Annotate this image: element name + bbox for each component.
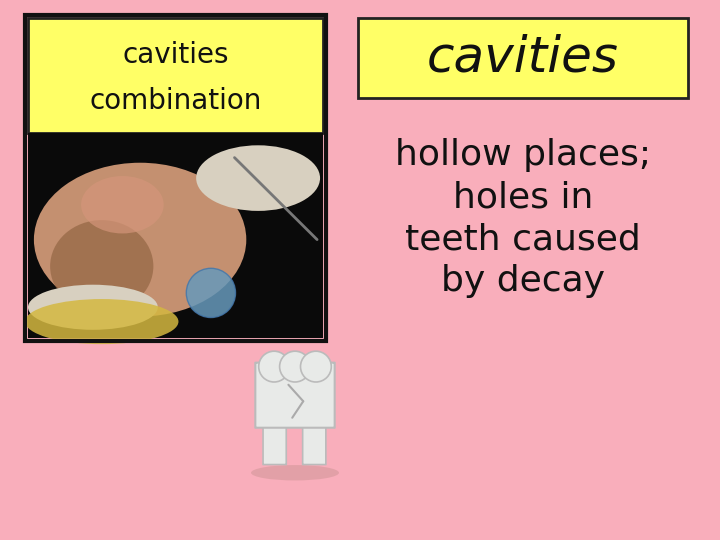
Ellipse shape: [196, 145, 320, 211]
Ellipse shape: [50, 220, 153, 312]
Bar: [28, 133, 323, 338]
FancyBboxPatch shape: [256, 363, 335, 428]
FancyBboxPatch shape: [302, 423, 326, 464]
Text: combination: combination: [89, 87, 261, 115]
FancyBboxPatch shape: [28, 133, 323, 338]
Circle shape: [300, 351, 331, 382]
FancyBboxPatch shape: [263, 423, 287, 464]
Text: by decay: by decay: [441, 264, 605, 298]
Text: hollow places;: hollow places;: [395, 138, 651, 172]
FancyBboxPatch shape: [28, 18, 323, 133]
FancyBboxPatch shape: [358, 18, 688, 98]
Text: holes in: holes in: [453, 180, 593, 214]
Ellipse shape: [28, 285, 158, 330]
Circle shape: [258, 351, 289, 382]
Text: cavities: cavities: [427, 34, 619, 82]
Text: cavities: cavities: [122, 41, 229, 69]
Text: teeth caused: teeth caused: [405, 222, 641, 256]
Ellipse shape: [251, 465, 339, 481]
Ellipse shape: [25, 299, 179, 344]
Circle shape: [279, 351, 310, 382]
Ellipse shape: [34, 163, 246, 316]
Ellipse shape: [81, 176, 163, 233]
Circle shape: [186, 268, 235, 318]
